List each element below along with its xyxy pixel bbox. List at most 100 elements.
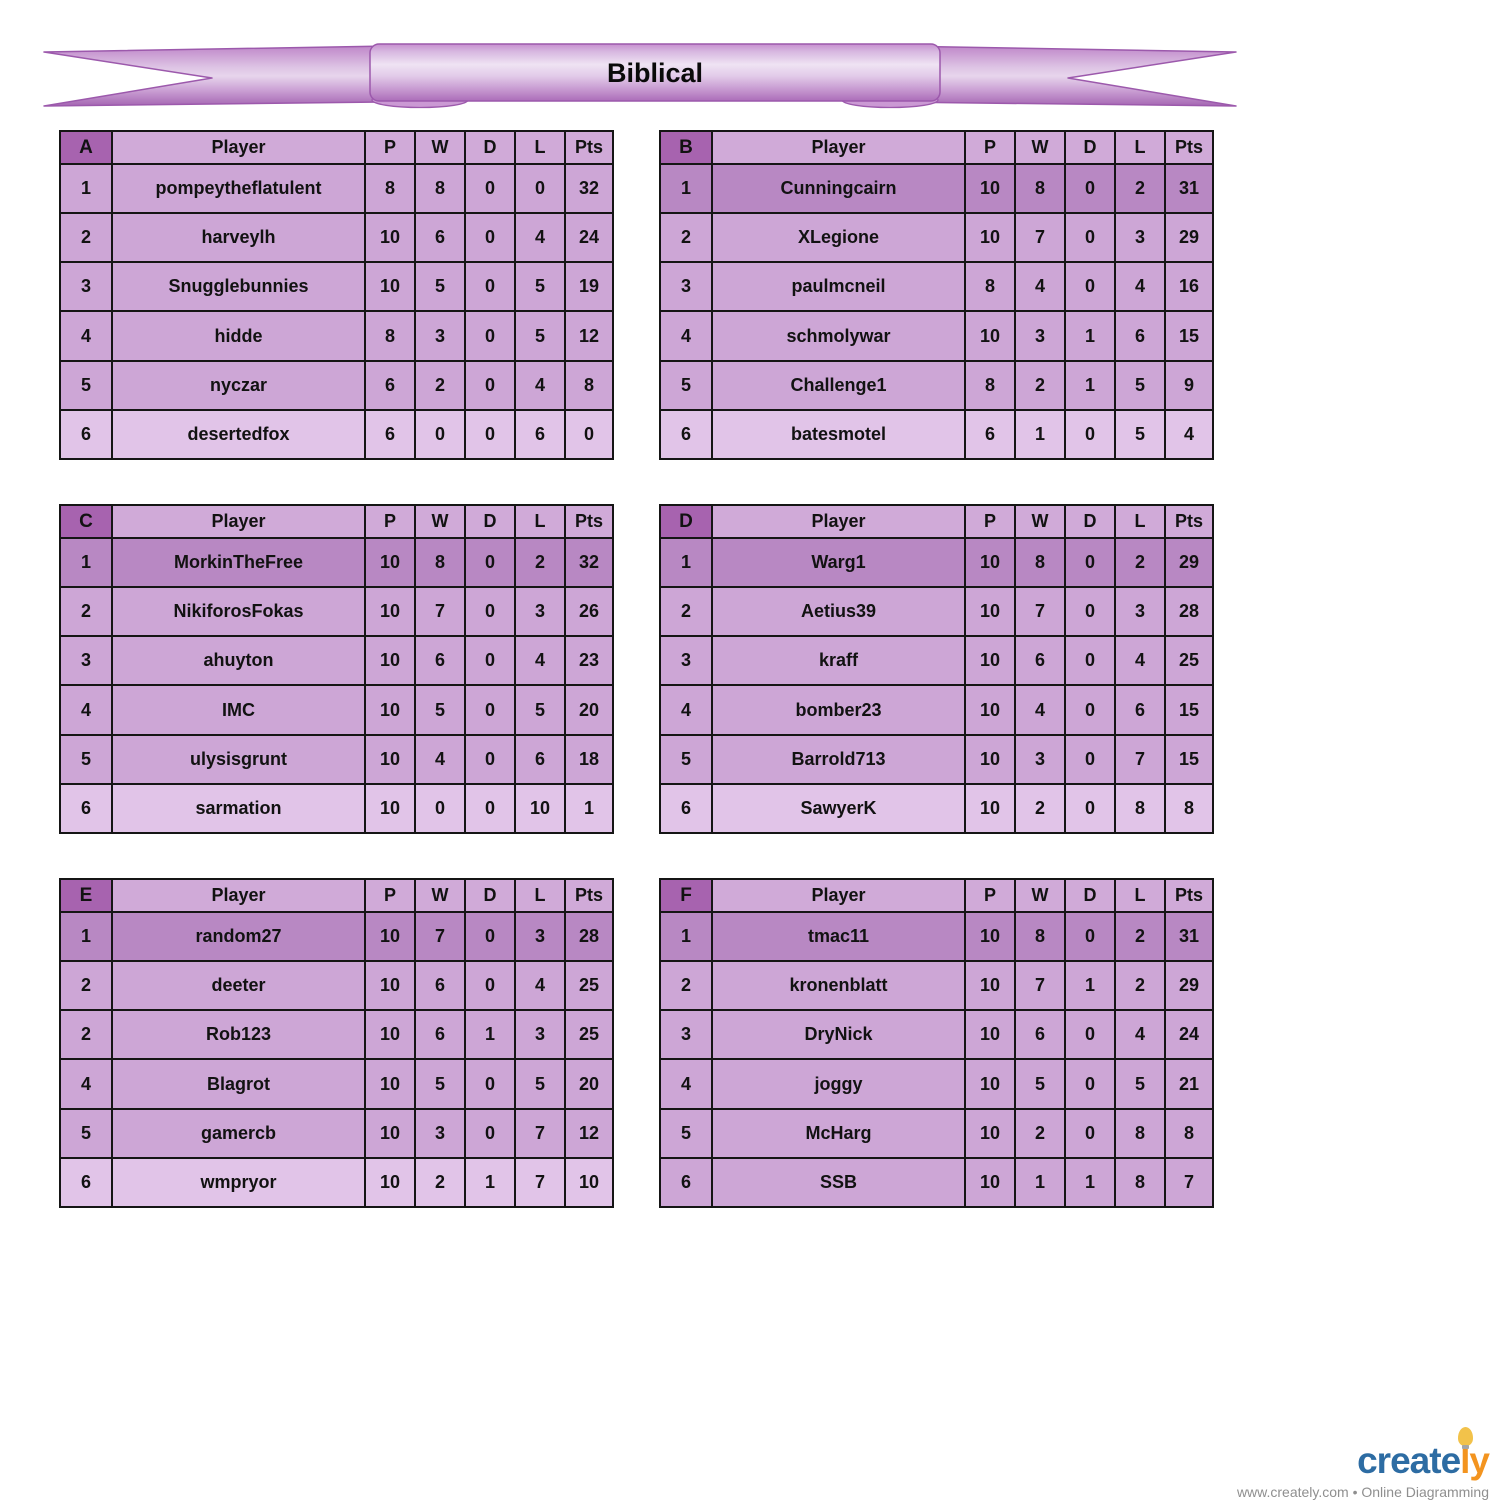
stat-d-cell: 1 [1064,359,1116,411]
rank-cell: 6 [659,408,713,461]
rank-cell: 4 [659,684,713,736]
column-header-pts: Pts [564,130,614,165]
table-row: 6 SawyerK 10 2 0 8 8 [659,782,1214,835]
stat-p-cell: 10 [364,910,416,963]
stat-l-cell: 5 [514,684,566,736]
player-name-cell: ulysisgrunt [111,733,366,785]
standings-table-A: A Player P W D L Pts 1 pompeytheflatulent 8 8 0 0 3… [59,130,614,461]
player-name-cell: pompeytheflatulent [111,162,366,215]
stat-pts-cell: 15 [1164,733,1214,785]
standings-table-D: D Player P W D L Pts 1 Warg1 10 8 0 2 29 2 Aetius39 10… [659,504,1214,835]
stat-p-cell: 10 [364,1107,416,1159]
stat-pts-cell: 1 [564,782,614,835]
header-row: C Player P W D L Pts [59,504,614,539]
stat-pts-cell: 29 [1164,960,1214,1012]
rank-cell: 3 [59,261,113,313]
table-row: 6 desertedfox 6 0 0 6 0 [59,408,614,461]
rank-cell: 2 [659,212,713,264]
stat-pts-cell: 25 [1164,635,1214,687]
stat-p-cell: 8 [364,310,416,362]
stat-w-cell: 7 [1014,212,1066,264]
stat-pts-cell: 12 [564,1107,614,1159]
rank-cell: 5 [659,359,713,411]
player-name-cell: kraff [711,635,966,687]
player-name-cell: tmac11 [711,910,966,963]
stat-l-cell: 2 [1114,162,1166,215]
player-name-cell: IMC [111,684,366,736]
stat-l-cell: 2 [1114,536,1166,589]
table-row: 4 IMC 10 5 0 5 20 [59,684,614,736]
table-row: 3 Snugglebunnies 10 5 0 5 19 [59,261,614,313]
stat-l-cell: 6 [514,408,566,461]
table-row: 5 Challenge1 8 2 1 5 9 [659,359,1214,411]
table-row: 5 McHarg 10 2 0 8 8 [659,1107,1214,1159]
rank-cell: 5 [59,359,113,411]
stat-l-cell: 8 [1114,1107,1166,1159]
stat-d-cell: 0 [464,408,516,461]
table-row: 5 ulysisgrunt 10 4 0 6 18 [59,733,614,785]
rank-cell: 3 [659,635,713,687]
rank-cell: 1 [659,162,713,215]
stat-d-cell: 0 [1064,162,1116,215]
table-row: 5 gamercb 10 3 0 7 12 [59,1107,614,1159]
header-row: A Player P W D L Pts [59,130,614,165]
stat-d-cell: 0 [1064,586,1116,638]
rank-cell: 1 [59,162,113,215]
table-row: 2 XLegione 10 7 0 3 29 [659,212,1214,264]
rank-cell: 6 [59,408,113,461]
stat-l-cell: 0 [514,162,566,215]
stat-w-cell: 5 [414,1058,466,1110]
rank-cell: 4 [59,310,113,362]
stat-pts-cell: 24 [1164,1009,1214,1061]
table-row: 3 kraff 10 6 0 4 25 [659,635,1214,687]
column-header-l: L [514,878,566,913]
lightbulb-icon [1458,1427,1474,1450]
stat-p-cell: 10 [964,310,1016,362]
stat-p-cell: 8 [964,261,1016,313]
column-header-player: Player [111,878,366,913]
table-row: 3 DryNick 10 6 0 4 24 [659,1009,1214,1061]
table-row: 1 random27 10 7 0 3 28 [59,910,614,963]
stat-p-cell: 10 [964,586,1016,638]
table-row: 4 hidde 8 3 0 5 12 [59,310,614,362]
stat-d-cell: 0 [464,1107,516,1159]
stat-w-cell: 6 [414,635,466,687]
player-name-cell: kronenblatt [711,960,966,1012]
creately-logo[interactable]: create ly [1357,1427,1490,1481]
stat-l-cell: 4 [514,635,566,687]
stat-d-cell: 0 [464,359,516,411]
table-row: 6 SSB 10 1 1 8 7 [659,1156,1214,1209]
stat-d-cell: 0 [1064,408,1116,461]
stat-pts-cell: 32 [564,536,614,589]
stat-p-cell: 10 [364,684,416,736]
stat-pts-cell: 15 [1164,684,1214,736]
stat-w-cell: 1 [1014,1156,1066,1209]
stat-w-cell: 3 [1014,310,1066,362]
player-name-cell: paulmcneil [711,261,966,313]
stat-p-cell: 10 [964,1009,1016,1061]
rank-cell: 2 [659,586,713,638]
player-name-cell: desertedfox [111,408,366,461]
column-header-w: W [414,878,466,913]
table-row: 5 nyczar 6 2 0 4 8 [59,359,614,411]
stat-d-cell: 0 [1064,910,1116,963]
stat-pts-cell: 29 [1164,212,1214,264]
stat-p-cell: 10 [364,1156,416,1209]
stat-p-cell: 6 [964,408,1016,461]
header-row: D Player P W D L Pts [659,504,1214,539]
stat-w-cell: 7 [414,586,466,638]
stat-p-cell: 10 [964,733,1016,785]
rank-cell: 6 [59,782,113,835]
player-name-cell: XLegione [711,212,966,264]
player-name-cell: Snugglebunnies [111,261,366,313]
stat-pts-cell: 8 [564,359,614,411]
header-row: F Player P W D L Pts [659,878,1214,913]
column-header-p: P [364,878,416,913]
player-name-cell: deeter [111,960,366,1012]
stat-pts-cell: 32 [564,162,614,215]
stat-l-cell: 4 [514,359,566,411]
stat-pts-cell: 28 [1164,586,1214,638]
page-title: Biblical [607,58,703,88]
column-header-d: D [1064,130,1116,165]
rank-cell: 2 [59,960,113,1012]
